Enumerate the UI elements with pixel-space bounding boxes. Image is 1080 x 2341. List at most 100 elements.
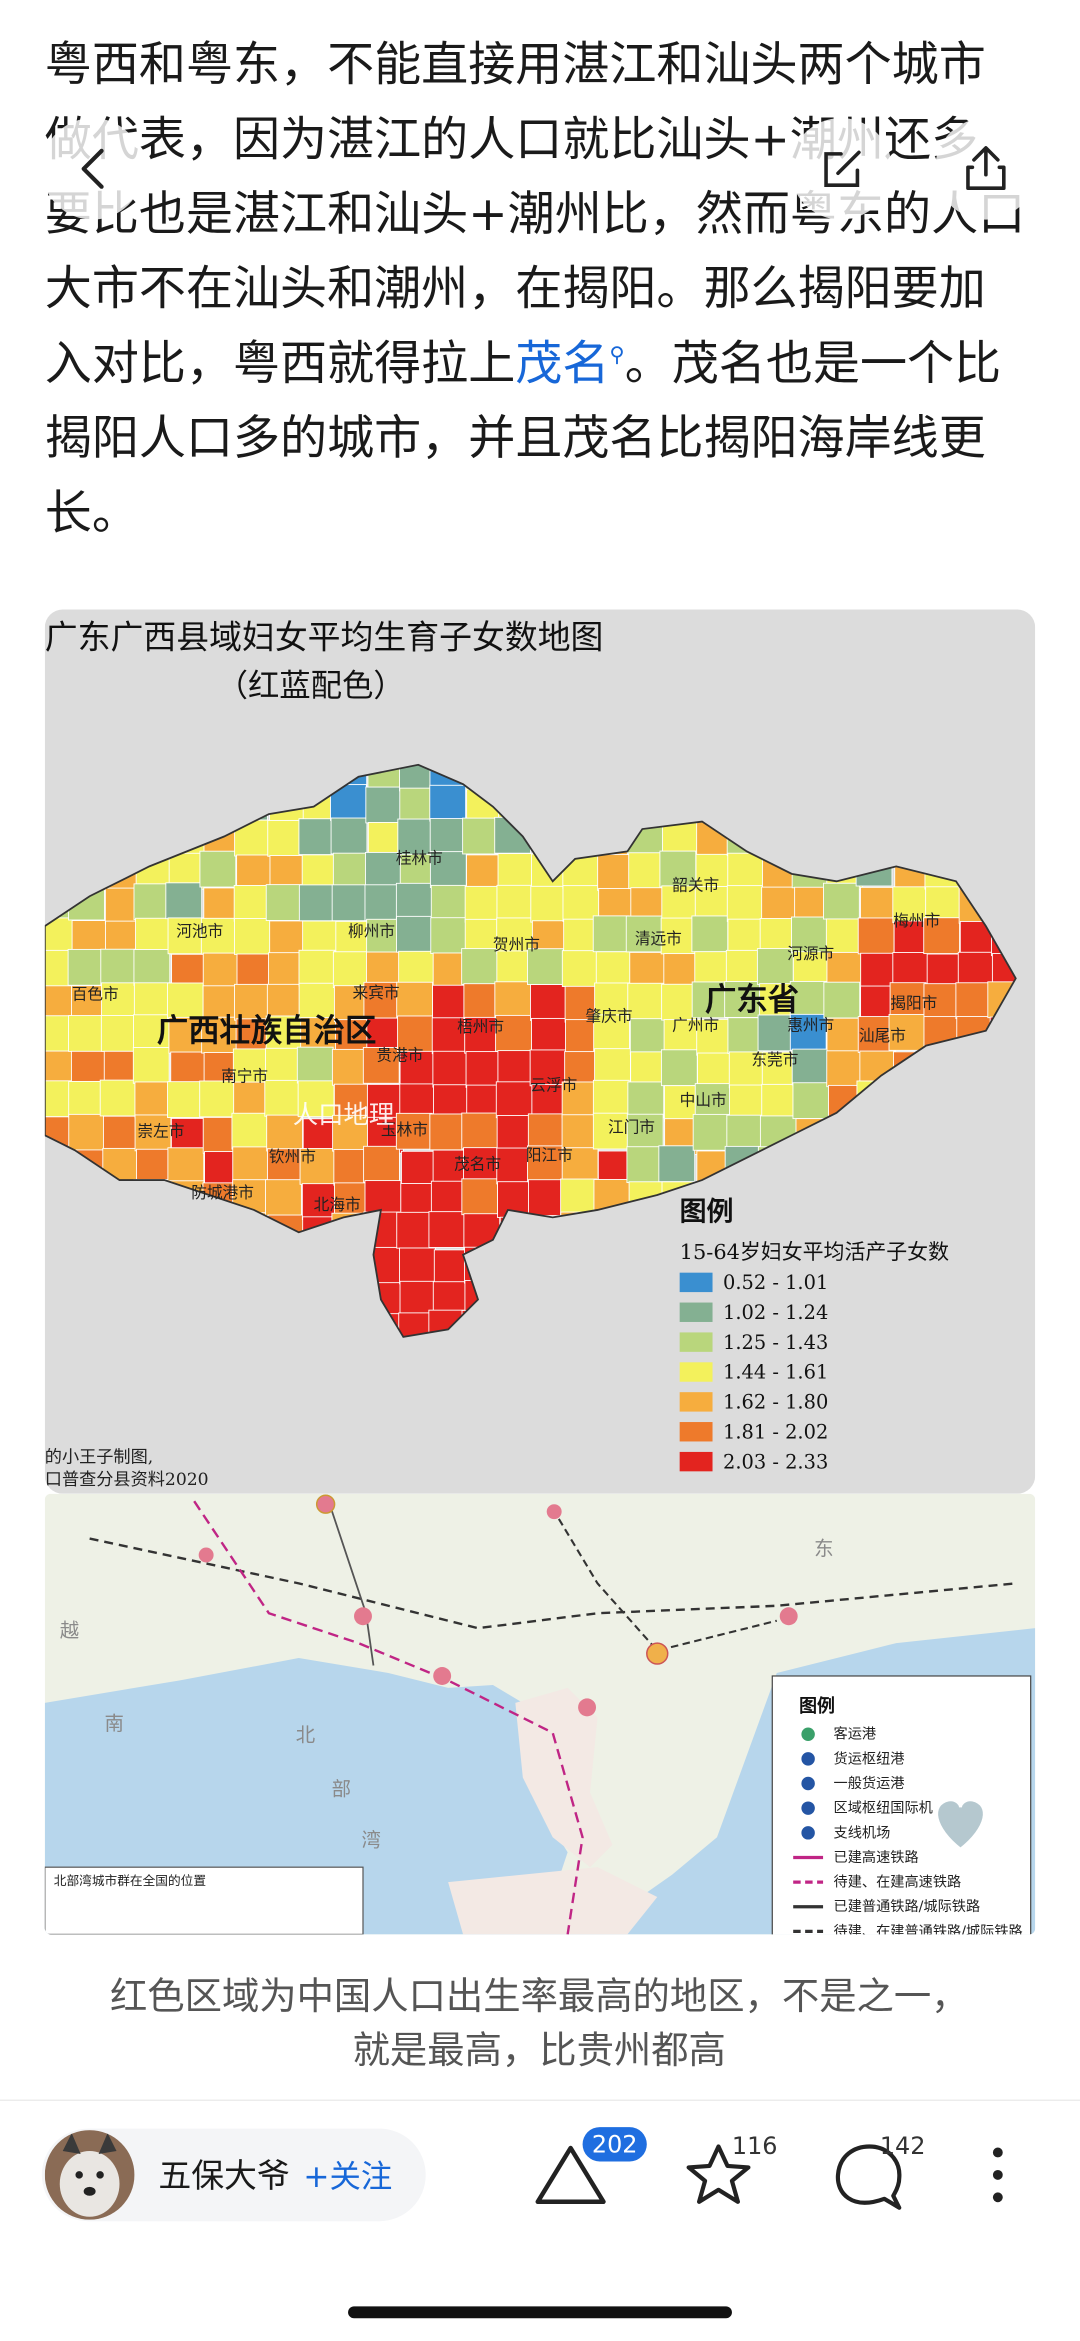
county: [823, 882, 860, 920]
comment-button[interactable]: 142: [835, 2132, 926, 2210]
county: [44, 917, 73, 955]
city-label: 肇庆市: [586, 1007, 633, 1026]
city-label: 玉林市: [381, 1120, 428, 1139]
legend-label: 支线机场: [834, 1825, 891, 1841]
county: [923, 917, 961, 955]
county: [397, 818, 435, 856]
county: [594, 1048, 631, 1085]
more-button[interactable]: [992, 2147, 1003, 2203]
county: [660, 1049, 698, 1087]
legend-label: 1.25 - 1.43: [723, 1331, 828, 1354]
legend-label: 货运枢纽港: [834, 1751, 905, 1767]
legend-symbol: [801, 1801, 815, 1815]
county: [593, 1014, 630, 1052]
city-label: 崇左市: [137, 1122, 184, 1141]
author-pill[interactable]: [41, 2128, 426, 2222]
inset-map: [44, 1866, 364, 1935]
share-button[interactable]: [935, 118, 1037, 220]
watermark: 人口地理: [293, 1099, 395, 1129]
text-segment: 。茂名也是一个比: [625, 336, 1001, 391]
rail-line: [551, 1508, 778, 1652]
like-icon: [535, 2145, 606, 2205]
city-label: 中山市: [680, 1090, 727, 1109]
legend-symbol: [801, 1727, 815, 1741]
county: [791, 916, 828, 954]
county: [68, 1080, 105, 1118]
county: [597, 854, 634, 891]
like-button[interactable]: 202: [535, 2127, 647, 2205]
legend-swatch: [679, 1451, 713, 1472]
county: [530, 885, 568, 923]
county: [165, 882, 203, 920]
county: [527, 1145, 564, 1183]
edit-button[interactable]: [790, 118, 892, 220]
image-caption: 红色区域为中国人口出生率最高的地区，不是之一，: [110, 1974, 969, 2018]
comment-icon: [835, 2144, 902, 2210]
county: [298, 818, 336, 856]
legend-label: 1.44 - 1.61: [723, 1361, 828, 1384]
legend-swatch: [679, 1362, 713, 1382]
legend-symbol: [801, 1826, 815, 1840]
follow-button[interactable]: +关注: [303, 2159, 392, 2195]
legend-title: 图例: [680, 1196, 734, 1227]
city-label: 贺州市: [493, 935, 540, 954]
county: [396, 915, 433, 953]
county: [133, 949, 171, 986]
text-line: 长。: [45, 486, 139, 541]
county: [100, 1015, 138, 1052]
image-caption: 就是最高，比贵州都高: [353, 2028, 726, 2072]
city-label: 韶关市: [672, 875, 719, 894]
county: [395, 1112, 433, 1150]
county: [363, 1145, 400, 1183]
legend-label: 待建、在建普通铁路/城际铁路: [834, 1924, 1023, 1940]
county: [333, 1083, 371, 1121]
county: [397, 1015, 434, 1053]
city-label: 江门市: [608, 1117, 655, 1136]
county: [495, 1014, 532, 1052]
county: [496, 884, 534, 922]
author-name[interactable]: 五保大爷: [158, 2156, 289, 2195]
avatar[interactable]: [44, 2130, 135, 2220]
like-overlay-icon[interactable]: [935, 1798, 986, 1852]
city-label: 东莞市: [751, 1050, 798, 1069]
county: [495, 1081, 533, 1119]
county: [429, 1113, 467, 1151]
county: [625, 915, 663, 953]
article-text: 粤西和粤东，不能直接用湛江和汕头两个城市做代表，因为湛江的人口就比汕头+潮州还多…: [45, 38, 1025, 541]
city-label: 惠州市: [787, 1016, 834, 1035]
county: [659, 850, 697, 888]
place-label: 湾: [361, 1828, 380, 1851]
county: [756, 948, 794, 985]
topic-link[interactable]: 茂名: [515, 336, 609, 391]
county: [232, 1048, 270, 1086]
back-button[interactable]: [41, 118, 144, 220]
region-label: 广东省: [705, 981, 799, 1018]
county: [757, 1014, 795, 1052]
legend-swatch: [679, 1302, 713, 1322]
legend-swatch: [679, 1272, 713, 1293]
county: [68, 1113, 106, 1151]
place-label: 部: [332, 1777, 351, 1800]
city-label: 钦州市: [269, 1147, 316, 1166]
county: [494, 981, 532, 1019]
place-label: 南: [105, 1712, 124, 1735]
county: [365, 786, 403, 824]
county: [791, 1048, 829, 1086]
avatar-eye: [96, 2171, 104, 2179]
city-label: 汕尾市: [859, 1026, 906, 1045]
like-badge: [582, 2127, 647, 2162]
county: [132, 1047, 170, 1084]
county: [266, 1114, 303, 1152]
county: [233, 1081, 270, 1119]
county: [44, 1015, 73, 1053]
county: [202, 952, 240, 990]
comment-count: 142: [880, 2132, 926, 2160]
map-outline: [44, 763, 1017, 1338]
county: [133, 1014, 170, 1052]
favorite-button[interactable]: 116: [686, 2132, 778, 2204]
county: [825, 918, 863, 956]
county: [594, 982, 631, 1020]
back-icon: [81, 148, 104, 189]
legend-symbol: [801, 1752, 815, 1766]
